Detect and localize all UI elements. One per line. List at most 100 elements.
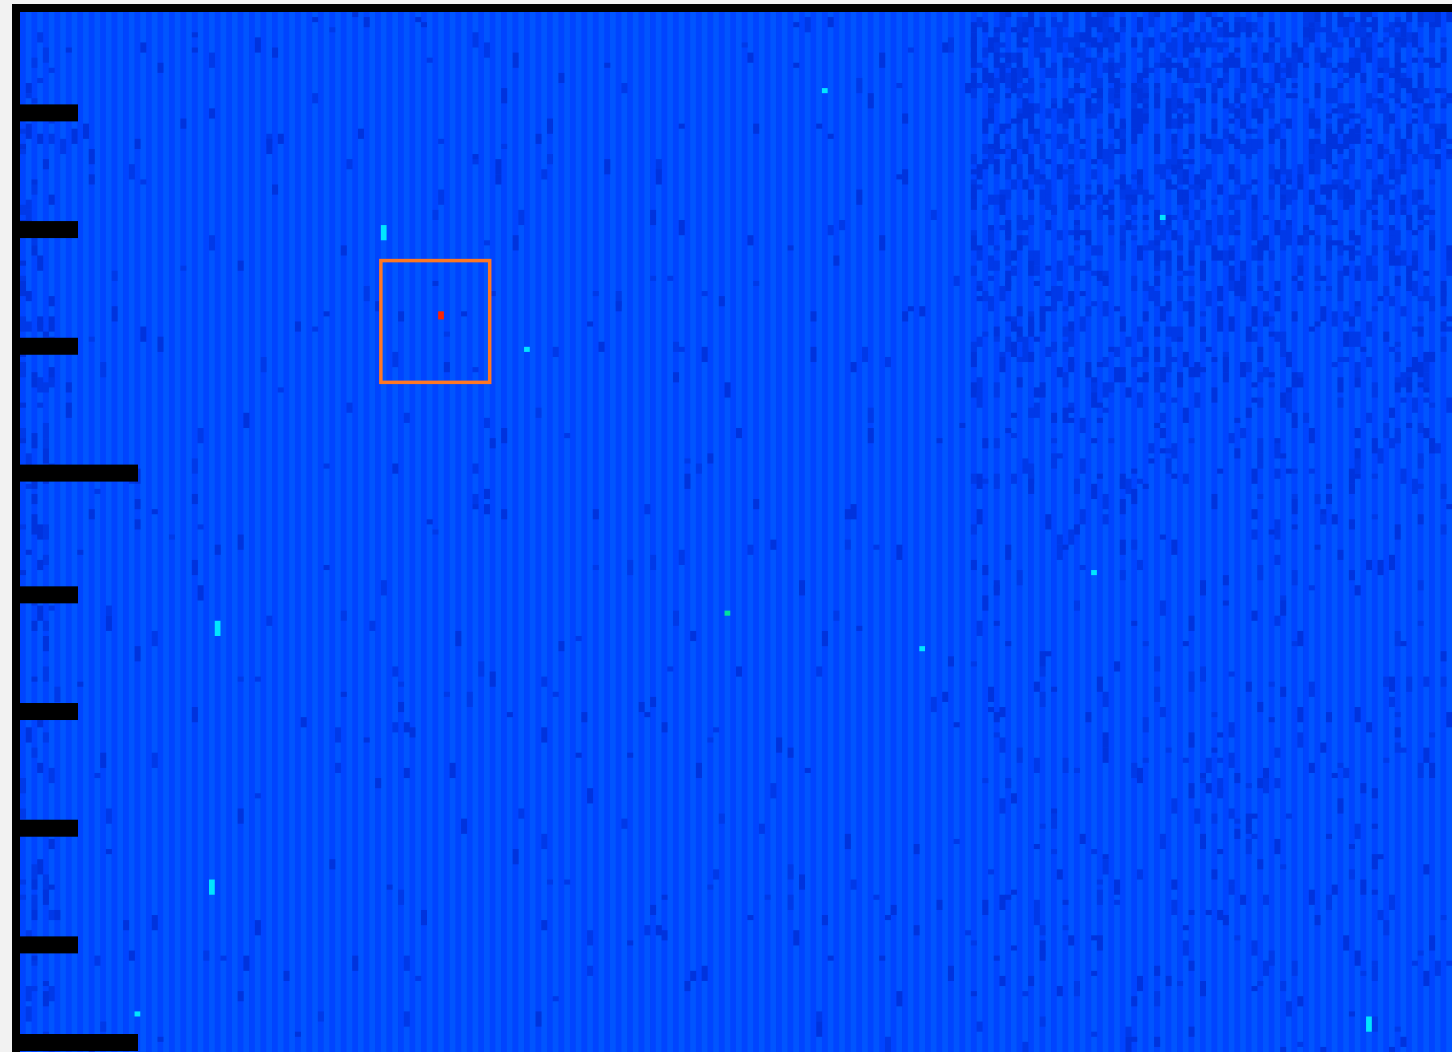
low-cell (1073, 767, 1080, 773)
low-cell (1417, 382, 1424, 388)
stripe-column (1114, 12, 1121, 1052)
low-cell (1325, 143, 1333, 160)
stripe-column (747, 12, 754, 1052)
low-cell (1280, 240, 1287, 251)
low-cell (1091, 194, 1098, 200)
low-cell (1268, 950, 1275, 966)
low-cell (20, 894, 27, 900)
low-cell (1062, 326, 1069, 337)
stripe-column (300, 12, 307, 1052)
low-cell (1085, 12, 1092, 28)
stripe-column (1085, 12, 1092, 1052)
low-cell (1285, 387, 1292, 393)
low-cell (1245, 184, 1252, 190)
low-cell (1257, 438, 1264, 454)
low-cell (1096, 676, 1103, 692)
stripe-column (1211, 12, 1218, 1052)
stripe-column (1125, 12, 1132, 1052)
low-cell (1257, 245, 1264, 261)
low-cell (884, 356, 891, 368)
low-cell (988, 37, 995, 53)
low-cell (1331, 184, 1338, 190)
low-cell (1383, 757, 1390, 763)
stripe-column (867, 12, 874, 1052)
stripe-column (1182, 12, 1189, 1052)
low-cell (1028, 118, 1035, 134)
stripe-column (77, 12, 84, 1052)
low-cell (1171, 473, 1178, 479)
low-cell (1423, 676, 1430, 687)
low-cell (369, 620, 376, 631)
stripe-column (1411, 12, 1418, 1052)
low-cell (1091, 935, 1098, 941)
low-cell (867, 93, 874, 109)
low-cell (1165, 179, 1172, 185)
low-cell (1297, 996, 1304, 1007)
low-cell (1394, 377, 1401, 383)
stripe-column (151, 12, 158, 1052)
low-cell (272, 47, 279, 58)
low-cell (1177, 285, 1184, 302)
low-cell (1394, 351, 1401, 363)
stripe-column (1383, 12, 1390, 1052)
low-cell (1274, 747, 1281, 758)
low-cell (1377, 88, 1384, 94)
low-cell (1257, 265, 1264, 281)
low-cell (581, 712, 588, 723)
stripe-column (644, 12, 651, 1052)
low-cell (438, 138, 445, 144)
low-cell (1028, 194, 1035, 200)
low-cell (1114, 899, 1121, 905)
stripe-column (1388, 12, 1396, 1052)
low-cell (88, 148, 95, 165)
low-cell (1188, 438, 1195, 444)
y-tick-minor (20, 337, 78, 355)
low-cell (879, 235, 886, 251)
low-cell (1131, 42, 1138, 48)
low-cell (1010, 88, 1017, 94)
low-cell (1114, 148, 1121, 155)
low-cell (1142, 356, 1149, 363)
low-cell (1182, 108, 1189, 114)
low-cell (1102, 301, 1109, 317)
low-cell (1388, 235, 1396, 241)
low-cell (1068, 194, 1075, 200)
low-cell (821, 915, 828, 926)
low-cell (1033, 250, 1040, 266)
low-cell (1154, 88, 1161, 94)
low-cell (1199, 580, 1206, 596)
low-cell (1062, 757, 1069, 773)
low-cell (1394, 433, 1401, 444)
low-cell (1091, 1031, 1098, 1037)
low-cell (1079, 509, 1086, 525)
low-cell (1314, 88, 1321, 94)
low-cell (873, 544, 880, 550)
low-cell (970, 199, 977, 210)
low-cell (1429, 57, 1436, 68)
low-cell (1406, 372, 1413, 378)
low-cell (816, 1011, 823, 1022)
low-cell (1308, 230, 1315, 236)
low-cell (884, 1036, 891, 1052)
stripe-column (117, 12, 124, 1052)
stripe-column (672, 12, 680, 1052)
low-cell (1033, 133, 1040, 144)
low-cell (1010, 321, 1017, 332)
low-cell (1429, 235, 1436, 251)
low-cell (976, 62, 983, 68)
low-cell (810, 311, 817, 322)
stripe-column (420, 12, 427, 1052)
low-cell (25, 199, 32, 210)
low-cell (1096, 204, 1103, 220)
low-cell (1285, 189, 1292, 205)
stripe-column (443, 12, 450, 1052)
low-cell (1234, 22, 1241, 38)
low-cell (1440, 52, 1447, 63)
low-cell (1136, 184, 1143, 195)
low-cell (42, 620, 49, 631)
low-cell (856, 189, 863, 205)
low-cell (999, 199, 1006, 215)
low-cell (254, 37, 261, 53)
low-cell (1068, 88, 1075, 99)
low-cell (1091, 970, 1098, 976)
